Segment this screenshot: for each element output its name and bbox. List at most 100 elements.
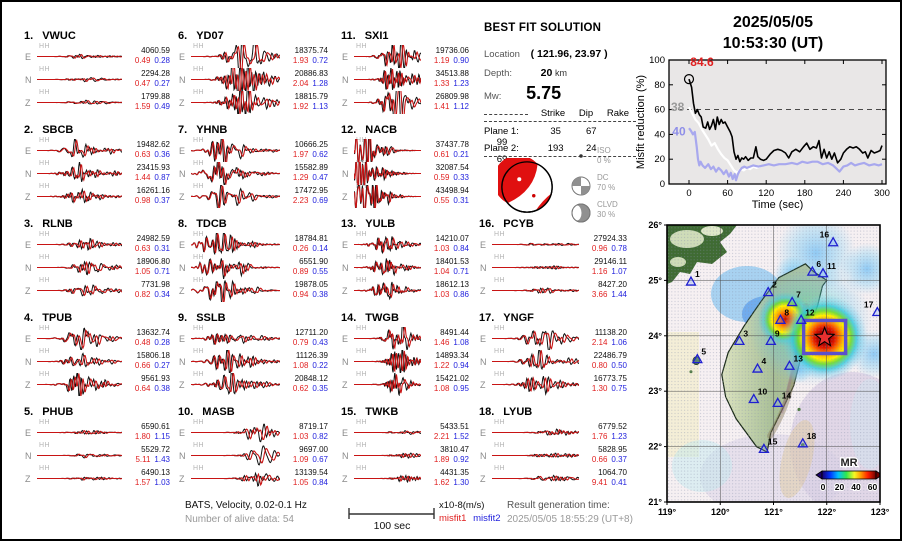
waveform-trace [354, 45, 421, 68]
misfit2-value: 1.23 [453, 79, 469, 88]
component-row-z: Z HH 9561.93 0.64 0.38 [24, 371, 170, 396]
misfit2-value: 0.67 [312, 455, 328, 464]
misfit1-value: 1.33 [433, 79, 450, 88]
misfit2-value: 0.87 [154, 173, 170, 182]
result-time-value: 2025/05/05 18:55:29 (UT+8) [507, 514, 633, 525]
component-row-z: Z HH 20848.12 0.62 0.35 [178, 371, 328, 396]
peak-amplitude: 9697.00 [299, 445, 328, 454]
trace-values: 26809.98 1.41 1.12 [434, 92, 469, 112]
trace-values: 14893.34 1.22 0.94 [434, 351, 469, 371]
trace-values: 4060.59 0.49 0.28 [135, 46, 170, 66]
component-label: E [342, 240, 349, 250]
misfit1-value: 9.41 [591, 478, 608, 487]
station-name: TWKB [365, 406, 399, 418]
svg-text:123°: 123° [871, 507, 890, 516]
misfit2-value: 0.27 [154, 361, 170, 370]
component-row-z: Z HH 1064.70 9.41 0.41 [479, 465, 627, 490]
channel-label: HH [39, 43, 51, 50]
svg-text:180: 180 [797, 188, 813, 199]
map-station-marker-twgb [772, 397, 784, 408]
peak-amplitude: 23415.93 [136, 163, 170, 172]
solution-title: BEST FIT SOLUTION [484, 22, 602, 34]
misfit1-legend-label: misfit1 [439, 513, 467, 524]
trace-values: 6590.61 1.80 1.15 [135, 422, 170, 442]
waveform-trace [191, 373, 280, 395]
station-block: 3. RLNB E HH 24982.59 0.63 0.31 N HH 18906.80 1.0… [24, 218, 170, 305]
peak-amplitude: 18815.79 [294, 92, 328, 101]
misfit1-value: 1.03 [433, 244, 450, 253]
misfit2-value: 0.21 [453, 150, 469, 159]
misfit2-value: 0.95 [453, 384, 469, 393]
svg-text:0: 0 [686, 188, 691, 199]
component-row-n: N HH 32087.54 0.59 0.33 [341, 160, 469, 185]
map-station-marker-tpub [751, 362, 764, 373]
waveform-trace [37, 139, 122, 159]
misfit1-value: 0.55 [433, 196, 450, 205]
component-label: E [480, 334, 487, 344]
misfit2-value: 0.55 [312, 267, 328, 276]
waveform-trace [191, 471, 280, 487]
misfit1-value: 0.79 [292, 338, 309, 347]
peak-amplitude: 10666.25 [294, 140, 328, 149]
svg-text:8: 8 [784, 307, 789, 317]
channel-label: HH [193, 43, 205, 50]
station-block: 5. PHUB E HH 6590.61 1.80 1.15 N HH 5529.72 5.11 1… [24, 406, 170, 493]
component-row-n: N HH 15582.89 1.29 0.47 [178, 160, 328, 185]
map-station-marker-sxi1 [817, 267, 829, 278]
misfit1-value: 0.66 [591, 455, 608, 464]
station-number: 2. [24, 124, 34, 136]
component-label: N [179, 263, 186, 273]
component-row-n: N HH 15806.18 0.66 0.27 [24, 348, 170, 373]
station-number: 13. [341, 218, 357, 230]
channel-label: HH [39, 89, 51, 96]
dc-beachball-icon [571, 176, 591, 196]
component-label: N [25, 263, 32, 273]
component-row-e: E HH 27924.33 0.96 0.78 [479, 231, 627, 256]
component-row-e: E HH 4060.59 0.49 0.28 [24, 43, 170, 68]
channel-label: HH [193, 277, 205, 284]
component-row-n: N HH 23415.93 1.44 0.87 [24, 160, 170, 185]
component-row-e: E HH 14210.07 1.03 0.84 [341, 231, 469, 256]
component-label: Z [179, 286, 185, 296]
peak-amplitude: 12711.20 [295, 328, 328, 337]
svg-text:17: 17 [864, 300, 874, 310]
misfit1-value: 1.93 [292, 56, 309, 65]
component-row-z: Z HH 8427.20 3.66 1.44 [479, 277, 627, 302]
waveform-trace [492, 330, 579, 350]
misfit1-value: 1.41 [433, 102, 450, 111]
station-name: TPUB [42, 312, 73, 324]
waveform-trace [37, 373, 122, 396]
misfit2-value: 0.34 [154, 290, 170, 299]
station-header: 15. TWKB [341, 406, 469, 420]
waveform-trace [492, 474, 579, 482]
station-name: SSLB [196, 312, 226, 324]
misfit2-value: 1.43 [154, 455, 170, 464]
station-name: YHNB [196, 124, 228, 136]
component-label: N [25, 75, 32, 85]
misfit1-value: 0.82 [134, 290, 151, 299]
trace-values: 13139.54 1.05 0.84 [293, 468, 328, 488]
channel-label: HH [39, 325, 51, 332]
misfit1-value: 1.03 [433, 290, 450, 299]
component-label: N [179, 169, 186, 179]
station-number: 7. [178, 124, 188, 136]
origin-time-title: 2025/05/05 10:53:30 (UT) [642, 12, 900, 54]
waveform-trace [354, 258, 421, 277]
channel-label: HH [494, 254, 506, 261]
component-row-e: E HH 18375.74 1.93 0.72 [178, 43, 328, 68]
plane-2-label: Plane 2: [484, 143, 519, 154]
component-label: E [179, 240, 186, 250]
waveform-trace [492, 452, 579, 458]
map-station-marker-nacb [795, 313, 807, 324]
misfit1-value: 0.49 [134, 56, 151, 65]
waveform-trace [191, 139, 280, 162]
channel-label: HH [193, 419, 205, 426]
trace-values: 19482.62 0.63 0.36 [135, 140, 170, 160]
channel-label: HH [356, 89, 368, 96]
component-label: Z [179, 192, 185, 202]
peak-amplitude: 15421.02 [435, 374, 469, 383]
channel-label: HH [39, 254, 51, 261]
station-number: 4. [24, 312, 34, 324]
misfit2-value: 0.35 [312, 384, 328, 393]
svg-text:12: 12 [805, 307, 815, 317]
